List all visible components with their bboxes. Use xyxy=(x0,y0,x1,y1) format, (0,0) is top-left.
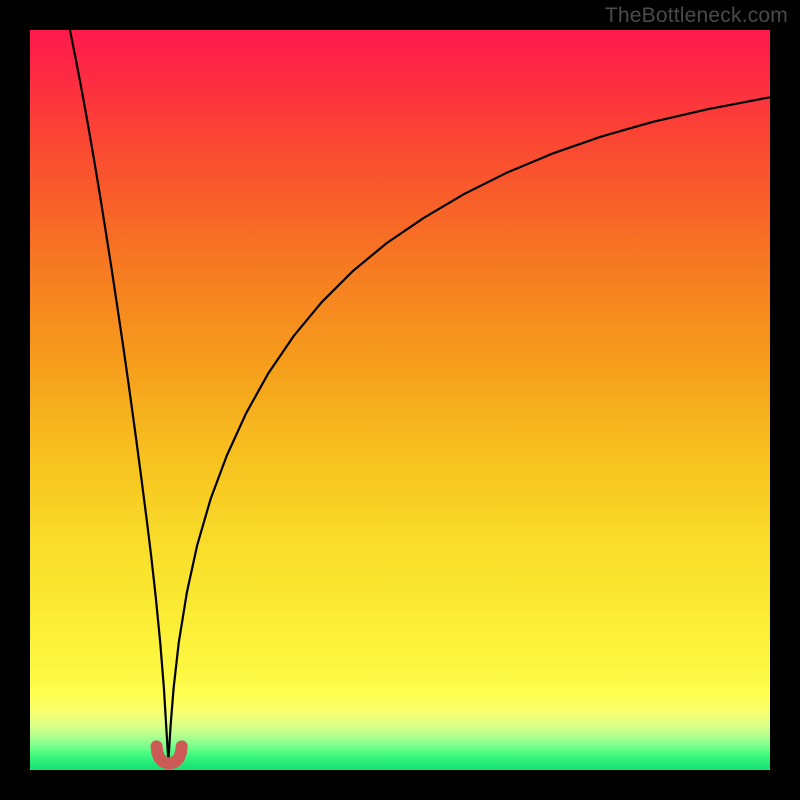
watermark-text: TheBottleneck.com xyxy=(605,4,788,28)
bottleneck-curve-chart xyxy=(30,30,770,770)
gradient-background xyxy=(30,30,770,770)
plot-area xyxy=(30,30,770,770)
chart-frame: TheBottleneck.com xyxy=(0,0,800,800)
